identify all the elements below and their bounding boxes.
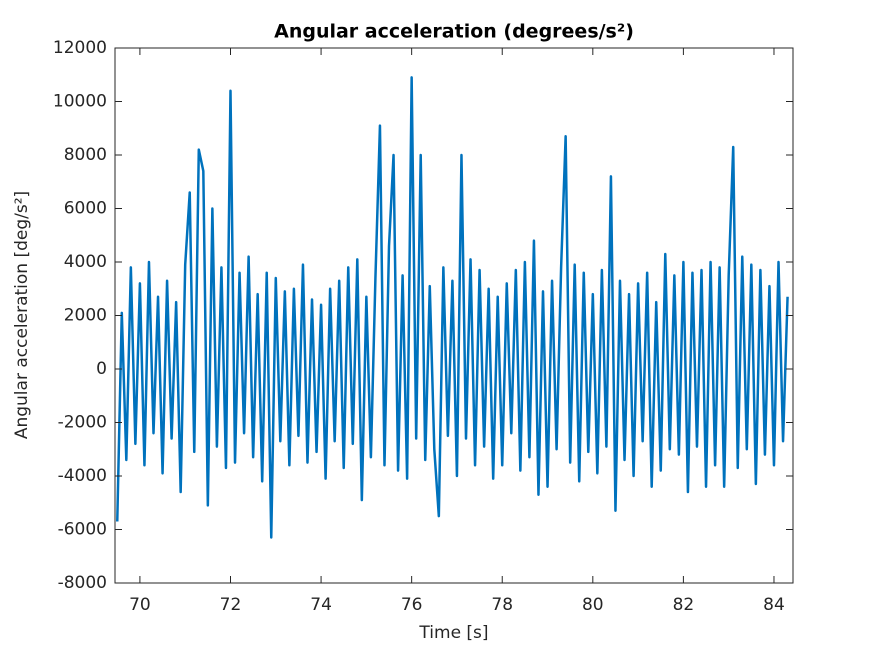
y-tick-label: -8000	[58, 573, 107, 593]
y-tick-label: 2000	[64, 306, 107, 326]
y-tick-label: -2000	[58, 413, 107, 433]
y-tick-label: 4000	[64, 252, 107, 272]
x-tick-label: 74	[310, 595, 332, 615]
y-tick-label: 8000	[64, 145, 107, 165]
x-tick-label: 84	[763, 595, 785, 615]
x-tick-label: 80	[582, 595, 604, 615]
x-tick-label: 82	[673, 595, 695, 615]
data-line	[116, 76, 789, 539]
x-tick-label: 76	[401, 595, 423, 615]
x-tick-label: 70	[129, 595, 151, 615]
y-tick-label: 10000	[53, 92, 107, 112]
y-tick-label: 6000	[64, 199, 107, 219]
y-tick-label: 12000	[53, 38, 107, 58]
x-tick-label: 78	[491, 595, 513, 615]
y-axis-label: Angular acceleration [deg/s²]	[12, 191, 32, 439]
y-tick-label: -6000	[58, 520, 107, 540]
y-tick-label: -4000	[58, 466, 107, 486]
chart-title: Angular acceleration (degrees/s²)	[274, 21, 634, 43]
x-tick-label: 72	[220, 595, 242, 615]
y-tick-label: 0	[96, 359, 107, 379]
x-axis-label: Time [s]	[418, 623, 488, 643]
